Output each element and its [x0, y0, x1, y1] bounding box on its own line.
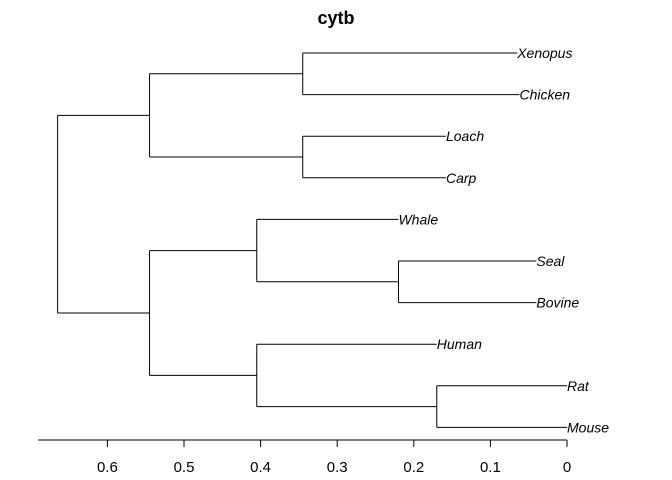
- chart-title: cytb: [317, 8, 355, 28]
- leaf-label-chicken: Chicken: [520, 87, 571, 103]
- leaf-label-human: Human: [437, 336, 482, 352]
- leaf-label-xenopus: Xenopus: [516, 45, 572, 61]
- leaf-label-rat: Rat: [567, 378, 590, 394]
- x-tick-label-2: 0.4: [250, 459, 271, 476]
- x-tick-label-6: 0: [563, 459, 571, 476]
- leaf-label-seal: Seal: [536, 253, 565, 269]
- x-tick-label-1: 0.5: [174, 459, 195, 476]
- leaf-label-mouse: Mouse: [567, 419, 609, 435]
- x-tick-label-5: 0.1: [480, 459, 501, 476]
- x-tick-label-4: 0.2: [403, 459, 424, 476]
- leaf-label-loach: Loach: [446, 128, 484, 144]
- leaf-label-carp: Carp: [446, 170, 477, 186]
- x-tick-label-3: 0.3: [327, 459, 348, 476]
- leaf-label-whale: Whale: [398, 211, 438, 227]
- x-tick-label-0: 0.6: [97, 459, 118, 476]
- leaf-label-bovine: Bovine: [536, 295, 579, 311]
